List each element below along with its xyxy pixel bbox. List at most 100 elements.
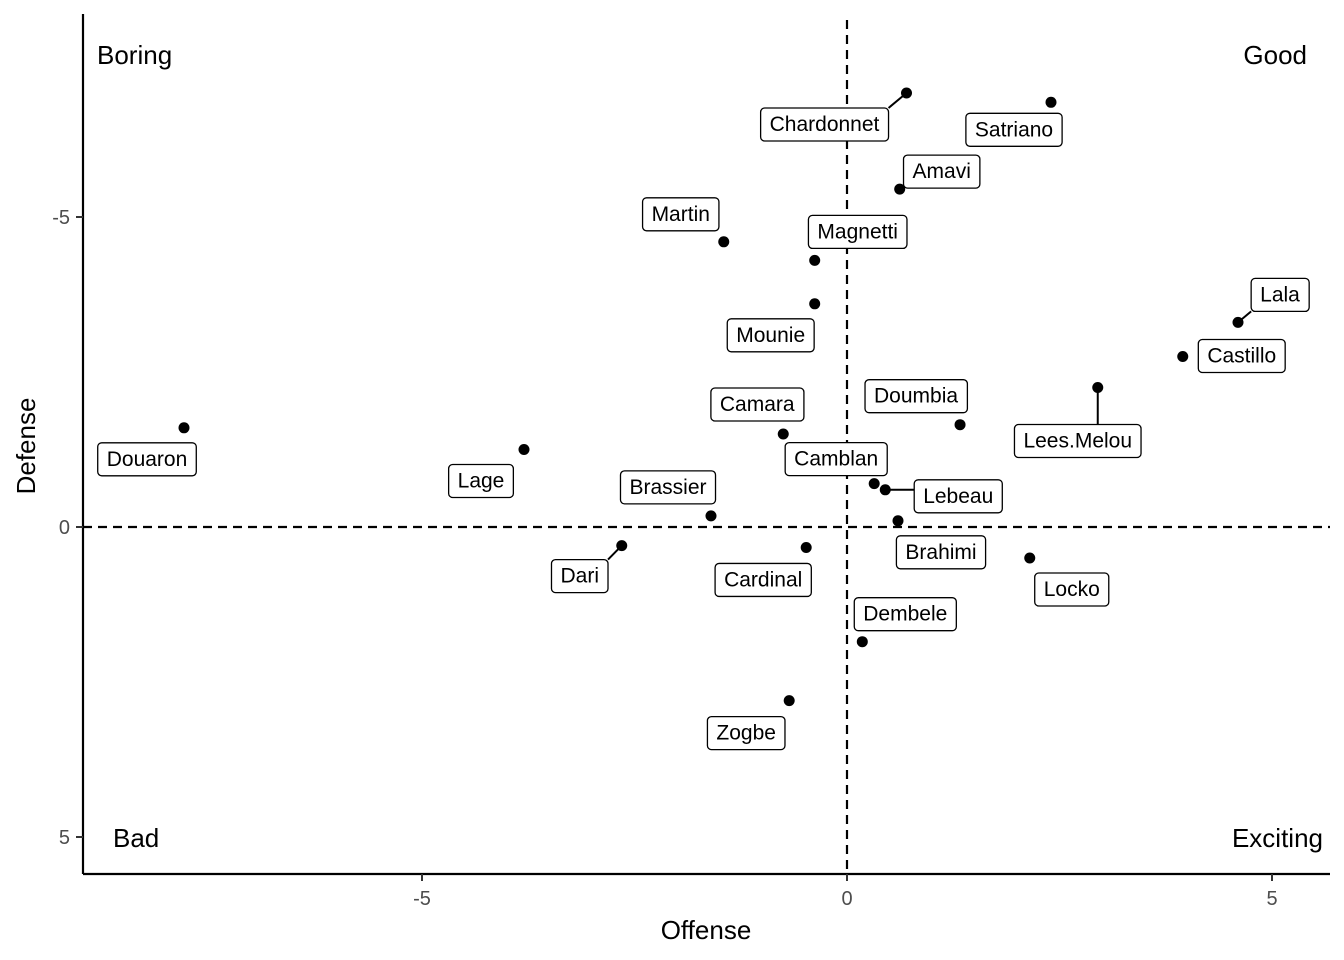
point-label-box	[895, 535, 987, 570]
point-label-box	[1013, 423, 1142, 459]
x-tick-label: -5	[413, 888, 431, 910]
data-points	[178, 87, 1244, 707]
point-magnetti	[809, 254, 821, 266]
point-label-text: Camara	[720, 393, 795, 416]
point-label-castillo: Castillo	[1197, 338, 1286, 374]
point-label-text: Satriano	[975, 118, 1053, 141]
point-douaron	[178, 422, 190, 434]
point-label-box	[641, 197, 720, 232]
y-tick-label: -5	[52, 207, 70, 229]
point-label-text: Camblan	[794, 448, 878, 471]
axes: -5 0 5 -5 0 5	[52, 14, 1330, 910]
point-label-cardinal: Cardinal	[714, 562, 812, 598]
point-label-box	[1250, 277, 1310, 313]
point-dembele	[856, 636, 868, 648]
point-label-text: Magnetti	[817, 220, 898, 243]
point-camara	[777, 428, 789, 440]
point-label-box	[784, 441, 888, 477]
point-label-text: Lees.Melou	[1023, 430, 1132, 453]
point-label-douaron: Douaron	[97, 442, 197, 477]
point-martin	[718, 236, 730, 248]
point-label-text: Brassier	[629, 476, 706, 499]
point-lees-melou	[1092, 382, 1104, 393]
point-label-text: Doumbia	[874, 385, 958, 408]
x-tick-label: 5	[1266, 888, 1277, 910]
corner-label-bottom-right: Exciting	[1232, 823, 1323, 853]
point-label-text: Locko	[1044, 578, 1100, 601]
point-label-box	[710, 387, 805, 422]
y-tick-label: 5	[59, 827, 70, 849]
point-label-mounie: Mounie	[726, 318, 815, 353]
point-label-lees-melou: Lees.Melou	[1013, 387, 1142, 459]
corner-label-bottom-left: Bad	[113, 823, 159, 853]
point-castillo	[1177, 351, 1189, 362]
point-label-box	[807, 214, 908, 250]
point-label-lebeau: Lebeau	[885, 479, 1003, 514]
point-label-text: Brahimi	[905, 541, 976, 564]
point-lage	[518, 444, 530, 455]
point-label-box	[726, 318, 815, 353]
point-label-text: Lage	[458, 470, 505, 493]
point-label-lage: Lage	[447, 463, 515, 499]
point-label-brassier: Brassier	[619, 470, 717, 505]
point-label-box	[902, 154, 981, 189]
point-camblan	[868, 478, 880, 490]
point-label-text: Lebeau	[923, 485, 993, 508]
point-label-locko: Locko	[1034, 572, 1110, 607]
point-label-satriano: Satriano	[965, 112, 1063, 147]
point-dari	[616, 540, 628, 552]
point-label-text: Chardonnet	[770, 113, 880, 136]
point-label-brahimi: Brahimi	[895, 535, 987, 570]
point-label-box	[706, 715, 786, 751]
point-chardonnet	[901, 87, 912, 99]
point-label-text: Amavi	[913, 160, 971, 183]
point-label-box	[965, 112, 1063, 147]
y-axis-title: Defense	[11, 398, 41, 495]
point-label-doumbia: Doumbia	[864, 379, 969, 414]
point-label-text: Zogbe	[716, 722, 776, 745]
corner-label-top-left: Boring	[97, 40, 172, 70]
point-label-text: Dari	[560, 565, 599, 588]
point-label-box	[1034, 572, 1110, 607]
point-label-amavi: Amavi	[902, 154, 981, 189]
point-label-box	[913, 479, 1003, 514]
x-tick-label: 0	[841, 888, 852, 910]
point-label-zogbe: Zogbe	[706, 715, 786, 751]
point-label-box	[759, 107, 890, 142]
point-label-box	[714, 562, 812, 598]
point-label-text: Douaron	[107, 448, 188, 471]
point-satriano	[1045, 96, 1057, 108]
point-doumbia	[954, 419, 966, 431]
point-label-text: Mounie	[736, 324, 805, 347]
point-label-dari: Dari	[550, 544, 623, 594]
point-label-text: Cardinal	[724, 568, 802, 591]
point-label-chardonnet: Chardonnet	[759, 92, 908, 142]
point-locko	[1024, 552, 1036, 564]
point-label-text: Castillo	[1207, 345, 1276, 368]
point-label-box	[619, 470, 717, 505]
point-amavi	[894, 183, 906, 195]
point-lala	[1232, 316, 1244, 328]
reference-lines	[83, 20, 1330, 874]
point-label-text: Martin	[652, 203, 710, 226]
point-label-text: Lala	[1260, 283, 1300, 306]
y-tick-label: 0	[59, 517, 70, 539]
point-cardinal	[800, 541, 812, 553]
corner-label-top-right: Good	[1243, 40, 1307, 70]
x-axis-title: Offense	[661, 915, 752, 945]
point-brahimi	[892, 515, 904, 527]
point-label-magnetti: Magnetti	[807, 214, 908, 250]
point-label-box	[864, 379, 969, 414]
point-label-box	[1197, 338, 1286, 374]
point-label-box	[447, 463, 515, 499]
point-label-box	[853, 597, 957, 632]
point-label-martin: Martin	[641, 197, 720, 232]
point-label-camblan: Camblan	[784, 441, 888, 477]
point-label-box	[550, 558, 609, 594]
point-label-lala: Lala	[1237, 277, 1310, 324]
point-lebeau	[879, 484, 891, 496]
point-zogbe	[783, 695, 795, 707]
point-label-box	[97, 442, 197, 477]
